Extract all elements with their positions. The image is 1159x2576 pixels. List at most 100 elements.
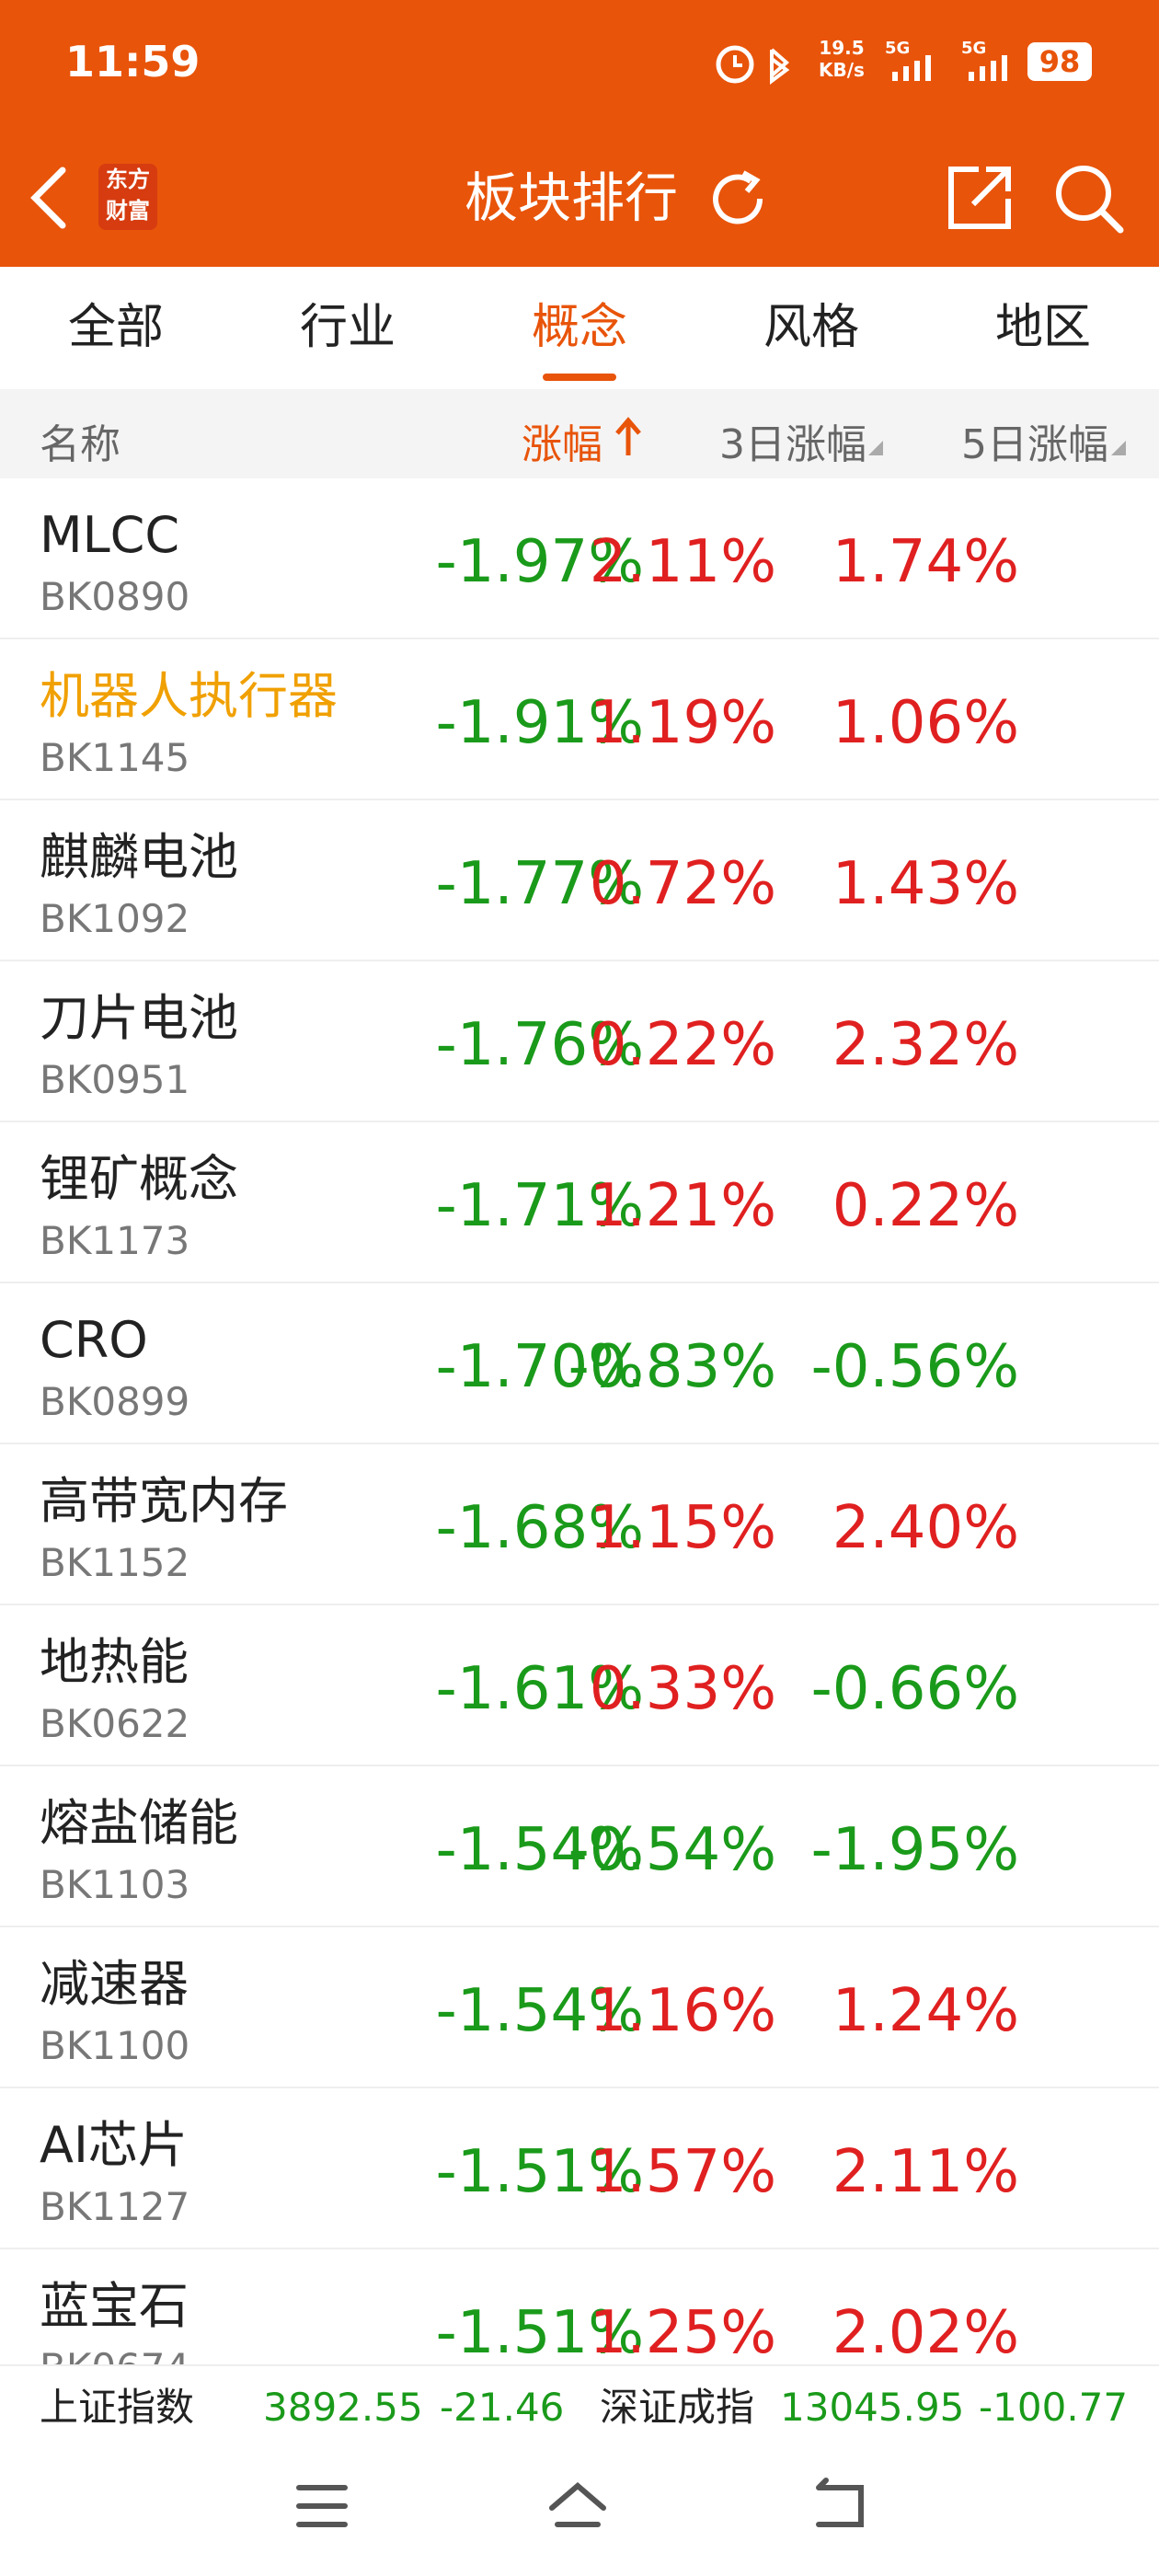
refresh-button[interactable] [705,166,771,232]
tab[interactable]: 概念 [531,300,627,355]
percent-change: -1.76% [435,1011,644,1079]
sector-name: 蓝宝石 [40,2277,189,2335]
index-change: -21.46 [440,2385,565,2430]
table-row[interactable]: AI芯片 BK1127 -1.51% 1.57% 2.11% [0,2088,1159,2249]
battery: 98 [1027,42,1092,81]
percent-change: -1.54% [435,1816,644,1884]
sector-code: BK1092 [40,896,190,941]
sector-code: BK0674 [40,2347,189,2365]
percent-change: 1.16% [589,1977,776,2045]
percent-change: 2.11% [832,2138,1019,2206]
sector-name: 熔盐储能 [40,1794,238,1852]
percent-change: -1.68% [435,1494,644,1562]
index-bar[interactable]: 上证指数 3892.55 -21.46 深证成指 13045.95 -100.7… [0,2364,1159,2449]
table-row[interactable]: 锂矿概念 BK1173 -1.71% 1.21% 0.22% [0,1122,1159,1283]
percent-change: -1.97% [435,528,644,596]
network: 5G [961,39,987,58]
tab[interactable]: 风格 [763,300,859,355]
column-header[interactable]: 3日涨幅 [719,421,866,468]
percent-change: 1.43% [832,850,1019,918]
sector-name: 麒麟电池 [40,828,238,886]
sector-code: BK1152 [40,1540,190,1585]
logo[interactable]: 东方 财富 [98,164,157,230]
table-row[interactable]: 蓝宝石 BK0674 -1.51%1.25% 2.02% [0,2249,1159,2365]
nav-bar [296,2478,864,2527]
time: 11:59 [65,37,201,86]
sector-name: 地热能 [40,1633,189,1691]
column-header: 名称 [40,421,120,468]
table-row[interactable]: 麒麟电池 BK1092 -1.77% 0.72% 1.43% [0,800,1159,961]
tab[interactable]: 地区 [994,300,1091,355]
percent-change: -1.54% [435,1977,644,2045]
percent-change: 2.02% [832,2299,1019,2364]
sector-code: BK0899 [40,1379,190,1424]
table-row[interactable]: 刀片电池 BK0951 -1.76% 0.22% 2.32% [0,961,1159,1122]
status-icons [716,45,790,85]
percent-change: 1.25% [589,2299,776,2364]
percent-change: 1.21% [589,1172,776,1240]
logo-text: 东方 [106,167,150,192]
percent-change: 0.22% [589,1011,776,1079]
percent-change: -0.54% [568,1816,776,1884]
sort-indicator [1111,441,1126,455]
sector-code: BK1100 [40,2023,190,2068]
sort-arrow [615,417,641,455]
sector-name: 减速器 [40,1955,189,2013]
page-title: 板块排行 [465,167,679,229]
column-header[interactable]: 涨幅 [522,421,602,468]
percent-change: -1.51% [435,2299,644,2364]
table-row[interactable]: 地热能 BK0622 -1.61% 0.33% -0.66% [0,1605,1159,1766]
speed: 19.5 [819,37,865,59]
percent-change: -1.77% [435,850,644,918]
index-name: 深证成指 [600,2385,755,2430]
sector-name: 机器人执行器 [40,667,338,725]
sector-code: BK1127 [40,2184,190,2229]
table-row[interactable]: CRO BK0899 -1.70% -0.83% -0.56% [0,1283,1159,1444]
net-speed: 19.5 KB/s [819,37,865,81]
network: 5G [885,39,911,58]
percent-change: -1.91% [435,689,644,757]
tab-bar: 全部 行业 概念 风格 地区 [0,267,1159,389]
tab[interactable]: 全部 [67,300,164,355]
top-bar: 11:59 19.5 KB/s 5G 5G 98 东方财富 板块排行 [0,0,1159,267]
percent-change: 2.40% [832,1494,1019,1562]
percent-change: -1.95% [810,1816,1019,1884]
sector-code: BK0951 [40,1057,190,1102]
sector-code: BK0622 [40,1701,190,1746]
percent-change: 1.74% [832,528,1019,596]
share-button[interactable] [946,164,1014,232]
percent-change: -1.71% [435,1172,644,1240]
search-button[interactable] [1052,162,1126,236]
sector-name: CRO [40,1311,148,1369]
sector-name: AI芯片 [40,2116,188,2174]
home-button[interactable] [549,2482,606,2527]
percent-change: 1.19% [589,689,776,757]
table-row[interactable]: 机器人执行器 BK1145 -1.91% 1.19% 1.06% [0,639,1159,800]
table-row[interactable]: 高带宽内存 BK1152 -1.68% 1.15% 2.40% [0,1444,1159,1605]
sector-code: BK0890 [40,574,190,619]
tab-underline [543,374,616,381]
back-button[interactable] [26,166,72,230]
percent-change: 0.33% [589,1655,776,1723]
table-row[interactable]: MLCC BK0890 -1.97% 2.11% 1.74% [0,478,1159,639]
percent-change: 2.32% [832,1011,1019,1079]
sector-name: 锂矿概念 [40,1150,238,1208]
logo-text: 财富 [106,198,150,224]
back-nav-button[interactable] [816,2478,864,2527]
percent-change: 1.06% [832,689,1019,757]
column-header[interactable]: 5日涨幅 [961,421,1108,468]
index-change: -100.77 [979,2385,1129,2430]
percent-change: -1.61% [435,1655,644,1723]
sector-name: 高带宽内存 [40,1472,288,1530]
sector-name: MLCC [40,506,180,564]
percent-change: 1.24% [832,1977,1019,2045]
sector-code: BK1173 [40,1218,190,1263]
table-row[interactable]: 减速器 BK1100 -1.54% 1.16% 1.24% [0,1927,1159,2088]
percent-change: -0.66% [810,1655,1019,1723]
index-value: 13045.95 [780,2385,965,2430]
table-row[interactable]: 熔盐储能 BK1103 -1.54% -0.54% -1.95% [0,1766,1159,1927]
tab[interactable]: 行业 [299,300,396,355]
index-name: 上证指数 [40,2385,195,2430]
menu-button[interactable] [296,2485,348,2527]
